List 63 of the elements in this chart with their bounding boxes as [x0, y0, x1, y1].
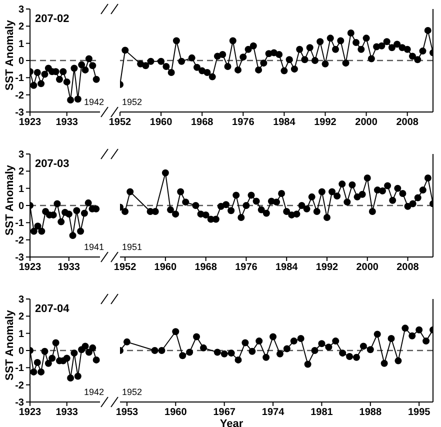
x-tick-label: 1960: [164, 407, 188, 418]
chart-title: 207-02: [35, 13, 70, 25]
y-tick-label: -2: [15, 380, 24, 392]
x-tick-label: 1992: [314, 117, 337, 128]
x-tick-label: 1976: [232, 117, 255, 128]
x-tick-label: 2008: [396, 262, 420, 274]
x-tick-label: 1952: [108, 117, 132, 128]
y-tick-label: 1: [18, 38, 24, 50]
x-tick-label: 1984: [273, 117, 296, 128]
y-tick-label: -1: [15, 363, 24, 374]
y-tick-label: 1: [18, 184, 24, 195]
x-tick-label: 1953: [116, 407, 139, 418]
y-axis-title: SST Anomaly: [4, 309, 16, 380]
x-axis-title: Year: [220, 418, 244, 427]
x-tick-label: 1974: [262, 407, 285, 418]
y-tick-label: 0: [18, 56, 24, 68]
y-tick-label: -3: [15, 252, 24, 264]
x-tick-label: 1981: [310, 407, 334, 418]
y-tick-label: -1: [15, 218, 24, 230]
y-tick-label: -1: [15, 73, 24, 84]
x-tick-label: 1995: [408, 407, 431, 418]
x-tick-label: 1952: [114, 262, 137, 274]
y-axis-title: SST Anomaly: [4, 19, 16, 90]
y-tick-label: 2: [18, 312, 24, 323]
chart-title: 207-03: [35, 158, 70, 170]
y-axis-title: SST Anomaly: [4, 164, 16, 236]
y-tick-label: 2: [18, 22, 24, 33]
y-tick-label: 3: [18, 294, 24, 306]
x-tick-label: 1988: [359, 407, 382, 418]
x-tick-label: 2008: [396, 117, 419, 128]
y-tick-label: -3: [15, 108, 24, 119]
x-tick-label: 1923: [18, 407, 42, 418]
y-tick-label: 2: [18, 166, 24, 178]
y-tick-label: -2: [15, 235, 24, 246]
annotation: 1942: [84, 97, 104, 107]
x-tick-label: 1976: [235, 262, 258, 274]
y-tick-label: -3: [15, 398, 24, 409]
x-tick-label: 1960: [154, 262, 177, 274]
y-tick-label: 3: [18, 4, 24, 16]
x-tick-label: 1923: [18, 262, 42, 274]
x-tick-label: 1984: [275, 262, 298, 274]
y-tick-label: 3: [18, 150, 24, 161]
x-tick-label: 1933: [56, 117, 78, 128]
x-tick-label: 1967: [213, 407, 236, 418]
y-tick-label: 0: [18, 201, 24, 212]
annotation: 1952: [122, 97, 142, 107]
annotation: 1951: [122, 242, 142, 252]
x-tick-label: 1968: [190, 117, 214, 128]
x-tick-label: 2000: [356, 262, 379, 274]
chart-title: 207-04: [35, 303, 70, 315]
x-tick-label: 1960: [150, 117, 173, 128]
x-tick-label: 2000: [355, 117, 378, 128]
annotation: 1941: [84, 242, 104, 252]
annotation: 1942: [84, 387, 104, 397]
annotation: 1952: [122, 387, 142, 397]
x-tick-label: 1923: [18, 117, 42, 128]
x-tick-label: 1992: [316, 262, 339, 274]
y-tick-label: -2: [15, 90, 24, 102]
x-tick-label: 1933: [58, 262, 80, 274]
y-tick-label: 0: [18, 346, 24, 358]
x-tick-label: 1933: [56, 407, 78, 418]
x-tick-label: 1968: [194, 262, 218, 274]
y-tick-label: 1: [18, 328, 24, 340]
